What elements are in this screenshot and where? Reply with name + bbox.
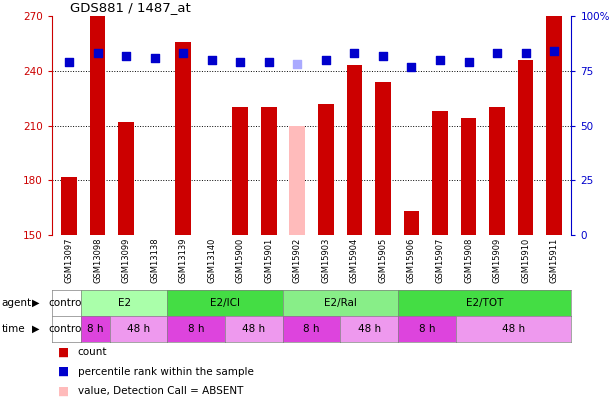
Bar — [375, 82, 391, 235]
Text: GSM15901: GSM15901 — [265, 238, 273, 283]
Point — [321, 57, 331, 63]
Text: GSM15906: GSM15906 — [407, 238, 416, 283]
Bar — [518, 60, 533, 235]
Point — [435, 57, 445, 63]
Text: E2/Ral: E2/Ral — [324, 298, 357, 308]
Text: GSM15908: GSM15908 — [464, 238, 473, 283]
Bar — [175, 42, 191, 235]
Text: ■: ■ — [58, 385, 69, 398]
Text: GSM15910: GSM15910 — [521, 238, 530, 283]
Text: control: control — [48, 324, 84, 334]
Text: GSM15903: GSM15903 — [321, 238, 331, 283]
Point — [549, 48, 559, 54]
Text: GSM13097: GSM13097 — [65, 238, 73, 283]
Text: ■: ■ — [58, 346, 69, 359]
Text: percentile rank within the sample: percentile rank within the sample — [78, 367, 254, 377]
Text: count: count — [78, 347, 107, 357]
Text: GSM13099: GSM13099 — [122, 238, 131, 283]
Text: GSM15902: GSM15902 — [293, 238, 302, 283]
Bar — [346, 66, 362, 235]
Point — [492, 50, 502, 57]
Point — [150, 55, 159, 61]
Text: agent: agent — [1, 298, 31, 308]
Text: 8 h: 8 h — [87, 324, 103, 334]
Text: GSM15900: GSM15900 — [236, 238, 245, 283]
Text: GSM15907: GSM15907 — [436, 238, 445, 283]
Bar — [290, 126, 305, 235]
Point — [121, 52, 131, 59]
Point — [178, 50, 188, 57]
Bar — [61, 177, 77, 235]
Point — [93, 50, 103, 57]
Text: GSM13140: GSM13140 — [207, 238, 216, 283]
Text: ▶: ▶ — [32, 324, 39, 334]
Text: GSM13138: GSM13138 — [150, 238, 159, 283]
Text: GSM15904: GSM15904 — [350, 238, 359, 283]
Bar — [461, 118, 477, 235]
Point — [464, 59, 474, 65]
Point — [349, 50, 359, 57]
Text: 8 h: 8 h — [303, 324, 320, 334]
Bar — [90, 16, 106, 235]
Bar — [432, 111, 448, 235]
Bar — [232, 107, 248, 235]
Text: GSM13098: GSM13098 — [93, 238, 102, 283]
Bar — [318, 104, 334, 235]
Bar — [261, 107, 277, 235]
Text: control: control — [48, 298, 84, 308]
Text: 8 h: 8 h — [419, 324, 435, 334]
Text: 8 h: 8 h — [188, 324, 205, 334]
Text: GSM15911: GSM15911 — [550, 238, 558, 283]
Point — [406, 63, 416, 70]
Text: GSM13139: GSM13139 — [178, 238, 188, 283]
Bar — [119, 122, 134, 235]
Text: GDS881 / 1487_at: GDS881 / 1487_at — [70, 1, 191, 14]
Text: 48 h: 48 h — [358, 324, 381, 334]
Point — [378, 52, 388, 59]
Text: ■: ■ — [58, 365, 69, 378]
Point — [64, 59, 74, 65]
Text: time: time — [1, 324, 25, 334]
Point — [293, 61, 302, 68]
Text: 48 h: 48 h — [243, 324, 265, 334]
Text: 48 h: 48 h — [502, 324, 525, 334]
Point — [264, 59, 274, 65]
Bar — [489, 107, 505, 235]
Point — [235, 59, 245, 65]
Text: value, Detection Call = ABSENT: value, Detection Call = ABSENT — [78, 386, 243, 396]
Text: ■: ■ — [58, 404, 69, 405]
Text: E2/TOT: E2/TOT — [466, 298, 503, 308]
Bar — [546, 16, 562, 235]
Text: GSM15909: GSM15909 — [492, 238, 502, 283]
Text: E2: E2 — [117, 298, 131, 308]
Text: E2/ICI: E2/ICI — [210, 298, 240, 308]
Point — [521, 50, 530, 57]
Text: ▶: ▶ — [32, 298, 39, 308]
Bar — [404, 211, 419, 235]
Text: GSM15905: GSM15905 — [378, 238, 387, 283]
Text: 48 h: 48 h — [127, 324, 150, 334]
Point — [207, 57, 217, 63]
